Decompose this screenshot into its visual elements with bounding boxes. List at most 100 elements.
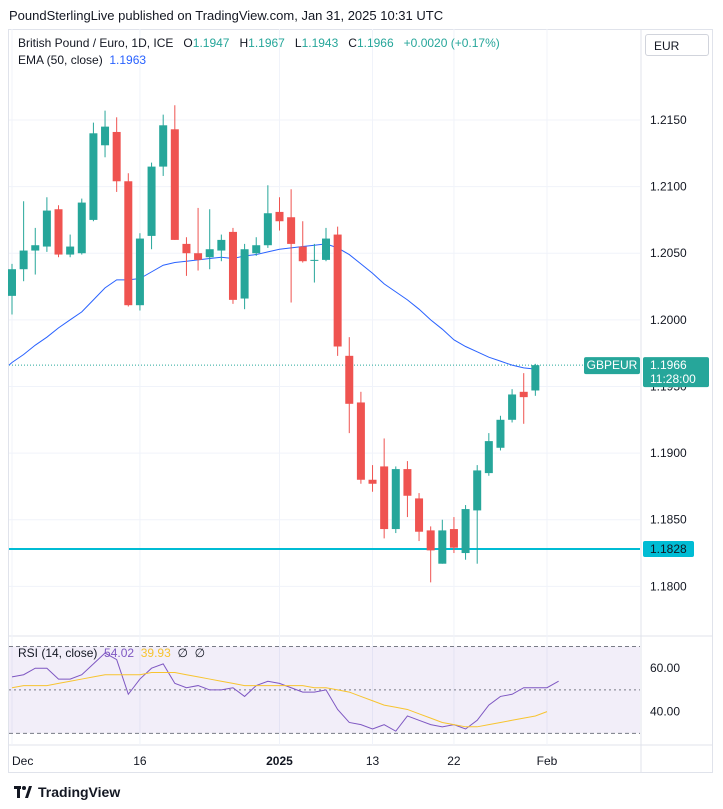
candle <box>194 207 203 271</box>
high-label: H <box>239 36 249 50</box>
candle-body <box>345 355 354 404</box>
candle-body <box>310 259 319 261</box>
candle-body <box>415 498 424 532</box>
candle <box>77 198 86 255</box>
candle <box>496 415 505 451</box>
candle-body <box>240 249 249 299</box>
candle <box>42 197 51 252</box>
publish-attribution: PoundSterlingLive published on TradingVi… <box>9 8 444 23</box>
time-tick-label: 16 <box>133 754 147 768</box>
candle <box>531 363 540 396</box>
candle-body <box>449 529 458 548</box>
symbol-title[interactable]: British Pound / Euro, 1D, ICE <box>18 36 174 50</box>
candle <box>252 237 261 256</box>
candle-body <box>403 469 412 496</box>
candle <box>205 209 214 270</box>
rsi-extra-1: ∅ <box>177 646 188 660</box>
rsi-ma-line <box>11 672 548 728</box>
candle <box>217 234 226 262</box>
ema-legend: EMA (50, close) 1.1963 <box>18 53 146 67</box>
candle <box>135 233 144 311</box>
candle <box>240 243 249 310</box>
candle <box>449 517 458 554</box>
candle <box>287 189 296 303</box>
candle-body <box>159 125 168 167</box>
rsi-extra-2: ∅ <box>194 646 206 660</box>
candle-body <box>112 131 121 182</box>
candle-body <box>356 402 365 480</box>
candle <box>54 205 63 258</box>
candle-body <box>508 394 517 420</box>
candle <box>391 466 400 534</box>
last-price-tag <box>643 357 709 388</box>
rsi-value: 54.02 <box>104 646 135 660</box>
rsi-ma-value: 39.93 <box>140 646 171 660</box>
candle-body <box>194 253 203 260</box>
candle-body <box>287 217 296 244</box>
candle-body <box>66 246 75 255</box>
candle-body <box>368 479 377 484</box>
candle-body <box>391 469 400 530</box>
candle <box>147 162 156 250</box>
price-tick-label: 1.1900 <box>650 446 687 460</box>
candle <box>124 173 133 307</box>
candle <box>170 105 179 240</box>
low-value: 1.1943 <box>301 36 339 50</box>
candle <box>345 337 354 434</box>
candle <box>31 227 40 275</box>
candle-body <box>473 470 482 511</box>
candle-body <box>217 239 226 251</box>
candle-body <box>322 238 331 260</box>
ema-label[interactable]: EMA (50, close) <box>18 53 103 67</box>
candle <box>508 389 517 423</box>
time-tick-label: 2025 <box>266 754 293 768</box>
candle <box>101 110 110 158</box>
support-level-value: 1.1828 <box>650 542 687 556</box>
candle-body <box>19 250 28 270</box>
countdown-value: 11:28:00 <box>650 372 696 386</box>
candle <box>298 221 307 263</box>
close-value: 1.1966 <box>356 36 394 50</box>
rsi-tick-label: 60.00 <box>650 661 680 675</box>
candle <box>484 433 493 476</box>
candle-body <box>77 202 86 254</box>
close-label: C <box>348 36 357 50</box>
candle-body <box>228 231 237 300</box>
candle-body <box>496 419 505 448</box>
candle-body <box>89 133 98 220</box>
candle <box>263 185 272 248</box>
candle <box>66 234 75 258</box>
price-tick-label: 1.2150 <box>650 113 687 127</box>
currency-button[interactable]: EUR <box>645 34 709 56</box>
candle <box>228 227 237 304</box>
candle-body <box>531 365 540 391</box>
price-tick-label: 1.2100 <box>650 180 687 194</box>
time-tick-label: Dec <box>12 754 33 768</box>
candle-body <box>8 269 16 296</box>
candle <box>89 122 98 222</box>
candle-body <box>42 210 51 247</box>
price-tick-label: 1.1850 <box>650 513 687 527</box>
high-value: 1.1967 <box>248 36 285 50</box>
price-legend: British Pound / Euro, 1D, ICE O1.1947 H1… <box>18 36 500 50</box>
candle <box>8 263 16 315</box>
candle-body <box>182 243 191 254</box>
candle <box>473 465 482 564</box>
candle-body <box>170 129 179 240</box>
candle-body <box>252 245 261 254</box>
low-label: L <box>294 36 302 50</box>
candle-body <box>438 530 447 564</box>
ema-line <box>8 243 536 370</box>
candle <box>275 197 284 231</box>
open-label: O <box>183 36 193 50</box>
candle-body <box>519 391 528 398</box>
rsi-tick-label: 40.00 <box>650 705 680 719</box>
rsi-label[interactable]: RSI (14, close) <box>18 646 98 660</box>
candle-body <box>147 166 156 236</box>
footer-brand[interactable]: TradingView <box>14 784 120 800</box>
symbol-tag-bg <box>584 357 640 375</box>
candle <box>403 461 412 518</box>
time-tick-label: 13 <box>366 754 380 768</box>
candle-body <box>135 238 144 306</box>
